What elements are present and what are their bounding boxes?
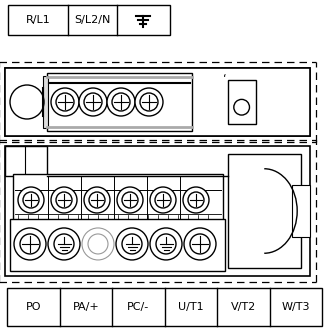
Text: PC/-: PC/- [127, 302, 149, 312]
Bar [292, 185, 310, 237]
Text: ‘: ‘ [223, 73, 226, 83]
Circle shape [122, 192, 138, 208]
Bar [5, 146, 310, 276]
Circle shape [190, 234, 210, 254]
Circle shape [23, 192, 39, 208]
Circle shape [156, 234, 176, 254]
Text: PA/+: PA/+ [72, 302, 99, 312]
Circle shape [117, 187, 143, 213]
Circle shape [150, 228, 182, 260]
Circle shape [18, 187, 44, 213]
Bar [43, 76, 48, 128]
Circle shape [56, 192, 72, 208]
Circle shape [84, 93, 102, 111]
Bar [7, 288, 322, 326]
Circle shape [14, 228, 46, 260]
Circle shape [107, 88, 135, 116]
Circle shape [122, 234, 142, 254]
Circle shape [82, 228, 114, 260]
Bar [47, 73, 192, 131]
Circle shape [10, 85, 44, 119]
Text: PO: PO [26, 302, 41, 312]
Circle shape [20, 234, 40, 254]
Circle shape [183, 187, 209, 213]
Circle shape [51, 88, 79, 116]
Bar [5, 68, 310, 136]
Circle shape [184, 228, 216, 260]
Circle shape [150, 187, 176, 213]
Bar [5, 146, 47, 176]
Circle shape [54, 234, 74, 254]
Circle shape [51, 187, 77, 213]
Circle shape [48, 228, 80, 260]
Circle shape [188, 192, 204, 208]
Circle shape [234, 99, 249, 115]
Circle shape [155, 192, 171, 208]
Bar [8, 5, 170, 35]
Circle shape [89, 192, 105, 208]
Circle shape [135, 88, 163, 116]
Circle shape [79, 88, 107, 116]
Circle shape [84, 187, 110, 213]
Circle shape [140, 93, 158, 111]
Text: U/T1: U/T1 [178, 302, 204, 312]
Bar [13, 174, 223, 226]
Circle shape [88, 234, 108, 254]
Text: W/T3: W/T3 [282, 302, 310, 312]
Text: R/L1: R/L1 [26, 15, 50, 25]
Bar [5, 68, 310, 136]
Bar [10, 219, 225, 271]
Circle shape [56, 93, 74, 111]
Text: S/L2/N: S/L2/N [74, 15, 111, 25]
Circle shape [116, 228, 148, 260]
Bar [228, 80, 256, 124]
Text: V/T2: V/T2 [231, 302, 256, 312]
Circle shape [112, 93, 130, 111]
Bar [228, 154, 301, 268]
